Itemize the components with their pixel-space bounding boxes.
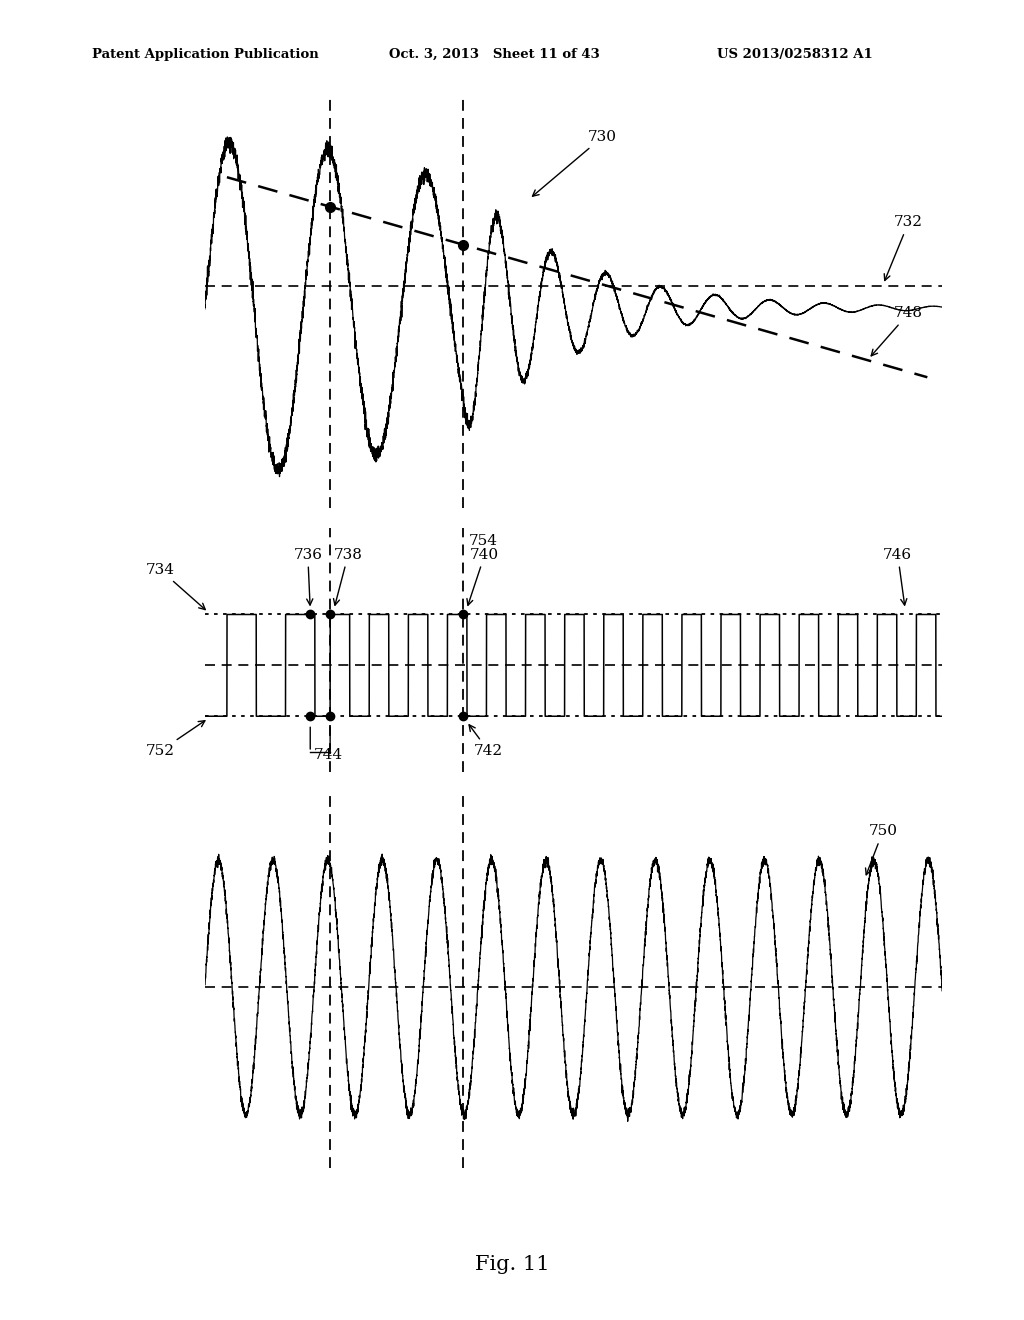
Text: 738: 738 <box>334 548 362 605</box>
Text: 746: 746 <box>883 548 912 605</box>
Text: 734: 734 <box>145 562 205 610</box>
Text: 730: 730 <box>532 129 617 197</box>
Text: Oct. 3, 2013   Sheet 11 of 43: Oct. 3, 2013 Sheet 11 of 43 <box>389 48 600 61</box>
Text: Patent Application Publication: Patent Application Publication <box>92 48 318 61</box>
Text: Fig. 11: Fig. 11 <box>475 1255 549 1274</box>
Text: 740: 740 <box>467 548 500 606</box>
Text: 750: 750 <box>865 825 897 875</box>
Text: US 2013/0258312 A1: US 2013/0258312 A1 <box>717 48 872 61</box>
Text: 752: 752 <box>145 721 205 758</box>
Text: 732: 732 <box>885 215 924 280</box>
Text: 736: 736 <box>293 548 323 605</box>
Text: 742: 742 <box>469 725 503 758</box>
Text: 754: 754 <box>469 535 498 548</box>
Text: 748: 748 <box>871 306 924 356</box>
Text: 744: 744 <box>314 748 343 762</box>
